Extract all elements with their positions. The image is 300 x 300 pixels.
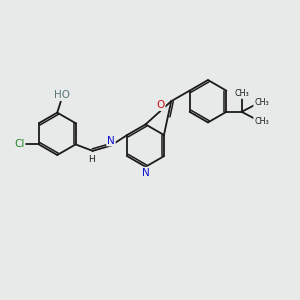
Text: HO: HO — [54, 90, 70, 100]
Text: N: N — [142, 168, 150, 178]
Text: O: O — [156, 100, 165, 110]
Text: Cl: Cl — [14, 140, 25, 149]
Text: CH₃: CH₃ — [254, 117, 269, 126]
Text: CH₃: CH₃ — [234, 89, 249, 98]
Text: CH₃: CH₃ — [254, 98, 269, 107]
Text: H: H — [88, 154, 94, 164]
Text: N: N — [107, 136, 115, 146]
